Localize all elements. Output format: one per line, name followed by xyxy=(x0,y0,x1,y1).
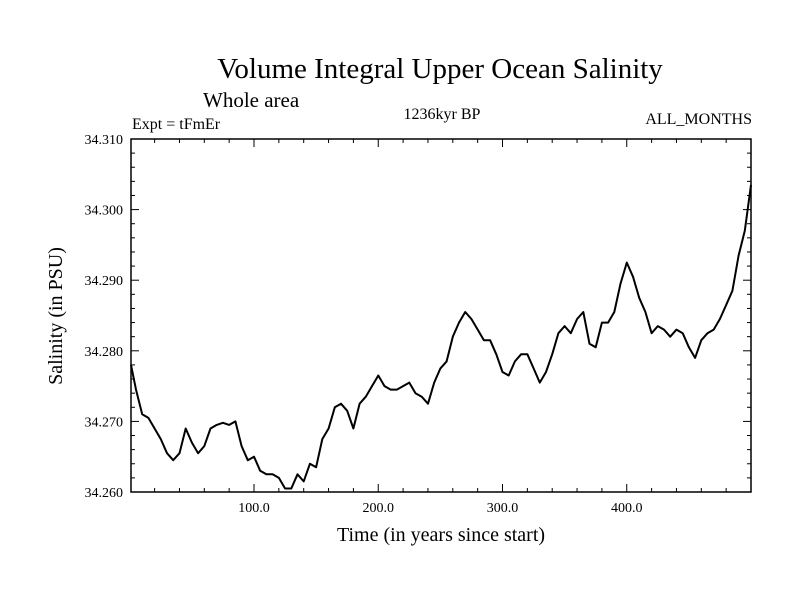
axis-ticks: 100.0 200.0 300.0 400.0 34.260 34.270 34.280 34… xyxy=(85,133,751,516)
plot-frame xyxy=(130,138,752,493)
series-line-0 xyxy=(130,184,752,490)
x-tick-label-1: 200.0 xyxy=(363,501,395,516)
x-tick-label-3: 400.0 xyxy=(611,501,643,516)
y-axis-label: Salinity (in PSU) xyxy=(45,247,67,385)
chart-title: Volume Integral Upper Ocean Salinity xyxy=(217,53,663,85)
chart-subtitle: Whole area xyxy=(203,88,300,112)
y-tick-label-2: 34.280 xyxy=(85,345,124,360)
y-tick-label-4: 34.300 xyxy=(85,204,124,219)
experiment-label: Expt = tFmEr xyxy=(132,116,221,133)
series-layer xyxy=(130,184,752,490)
y-tick-label-5: 34.310 xyxy=(85,133,124,148)
x-axis-label: Time (in years since start) xyxy=(337,524,545,546)
months-label: ALL_MONTHS xyxy=(645,111,752,128)
period-label: 1236kyr BP xyxy=(404,106,481,123)
y-tick-label-1: 34.270 xyxy=(85,415,124,430)
y-tick-label-0: 34.260 xyxy=(85,486,124,501)
x-tick-label-0: 100.0 xyxy=(238,501,270,516)
y-tick-label-3: 34.290 xyxy=(85,274,124,289)
x-tick-label-2: 300.0 xyxy=(487,501,519,516)
